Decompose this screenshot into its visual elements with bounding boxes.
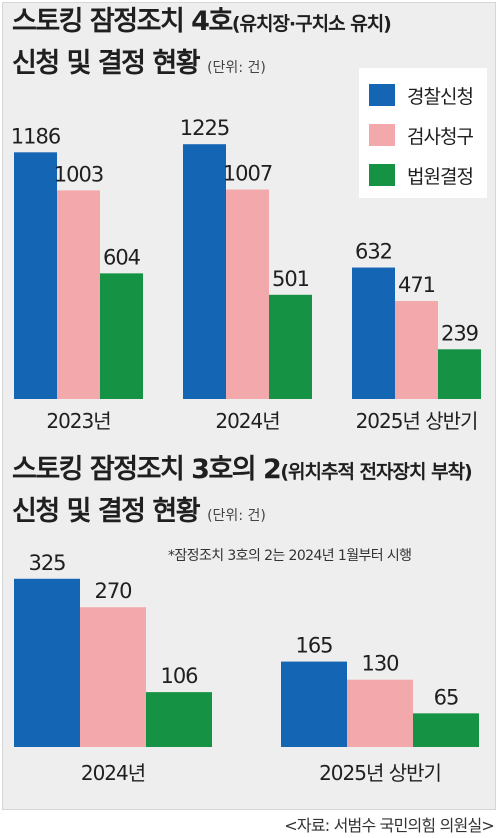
bar-c1-2024년-경찰신청 <box>183 144 226 399</box>
bar-c1-2023년-법원결정 <box>100 273 143 399</box>
bar-c1-2024년-검사청구 <box>226 189 269 399</box>
bar-c1-2025년 상반기-경찰신청 <box>352 267 395 399</box>
chart2-title-line2: 신청 및 결정 현황 <box>12 496 201 527</box>
category-label-c2-1: 2025년 상반기 <box>319 761 441 785</box>
bar-c2-2024년-검사청구 <box>80 607 146 747</box>
chart2-unit: (단위: 건) <box>207 508 266 524</box>
bar-c2-2024년-법원결정 <box>146 692 212 747</box>
source-credit: <자료: 서범수 국민의힘 의원실> <box>284 816 495 835</box>
chart2-subtitle: 신청 및 결정 현황 (단위: 건) <box>12 496 266 532</box>
data-label-c2-2024년-경찰신청: 325 <box>28 551 65 575</box>
data-label-c1-2024년-검사청구: 1007 <box>223 162 272 186</box>
bar-c2-2024년-경찰신청 <box>14 578 80 747</box>
chart2-title-main: 스토킹 잠정조치 3호의 2 <box>12 454 282 485</box>
data-label-c1-2025년 상반기-경찰신청: 632 <box>355 240 392 264</box>
chart2-note: *잠정조치 3호의 2는 2024년 1월부터 시행 <box>168 548 412 564</box>
legend-item-court: 법원결정 <box>369 164 474 188</box>
data-label-c1-2023년-법원결정: 604 <box>103 245 141 269</box>
legend-swatch-prosecution <box>369 124 395 146</box>
data-label-c1-2025년 상반기-검사청구: 471 <box>398 273 435 297</box>
legend-swatch-court <box>369 164 395 186</box>
legend-swatch-police <box>369 84 395 106</box>
data-label-c2-2024년-검사청구: 270 <box>94 579 131 603</box>
category-label-c1-1: 2024년 <box>215 409 279 433</box>
data-label-c1-2023년-검사청구: 1003 <box>54 162 103 186</box>
legend-label-police: 경찰신청 <box>407 85 474 108</box>
category-label-c1-0: 2023년 <box>46 409 110 433</box>
data-label-c2-2025년 상반기-법원결정: 65 <box>434 685 459 709</box>
chart1-subtitle: 신청 및 결정 현황 (단위: 건) <box>12 48 266 84</box>
data-label-c2-2024년-법원결정: 106 <box>160 664 198 688</box>
bar-c2-2025년 상반기-법원결정 <box>413 713 479 747</box>
bar-c2-2025년 상반기-경찰신청 <box>281 661 347 747</box>
bar-c1-2023년-경찰신청 <box>14 152 57 399</box>
data-label-c1-2024년-경찰신청: 1225 <box>180 116 229 140</box>
chart1-title-sub: (유치장·구치소 유치) <box>231 13 392 35</box>
chart1-title-main: 스토킹 잠정조치 4호 <box>12 6 233 37</box>
chart1-title: 스토킹 잠정조치 4호(유치장·구치소 유치) <box>12 6 392 40</box>
data-label-c1-2023년-경찰신청: 1186 <box>11 124 61 148</box>
bar-c1-2023년-검사청구 <box>57 190 100 399</box>
chart2-title: 스토킹 잠정조치 3호의 2(위치추적 전자장치 부착) <box>12 454 473 488</box>
bar-c2-2025년 상반기-검사청구 <box>347 679 413 747</box>
category-label-c2-0: 2024년 <box>81 761 145 785</box>
chart1-unit: (단위: 건) <box>207 60 266 76</box>
legend-label-prosecution: 검사청구 <box>407 125 474 148</box>
chart2-title-sub: (위치추적 전자장치 부착) <box>280 461 472 483</box>
bar-c1-2024년-법원결정 <box>269 294 312 399</box>
bar-c1-2025년 상반기-검사청구 <box>395 301 438 399</box>
chart1-title-line2: 신청 및 결정 현황 <box>12 48 201 79</box>
legend-label-court: 법원결정 <box>407 165 474 188</box>
legend: 경찰신청 검사청구 법원결정 <box>359 68 487 198</box>
data-label-c1-2025년 상반기-법원결정: 239 <box>441 321 478 345</box>
data-label-c2-2025년 상반기-경찰신청: 165 <box>295 634 332 658</box>
bar-c1-2025년 상반기-법원결정 <box>438 349 481 399</box>
category-label-c1-2: 2025년 상반기 <box>356 409 478 433</box>
data-label-c2-2025년 상반기-검사청구: 130 <box>361 652 398 676</box>
legend-item-prosecution: 검사청구 <box>369 124 474 148</box>
legend-item-police: 경찰신청 <box>369 84 474 108</box>
data-label-c1-2024년-법원결정: 501 <box>272 267 309 291</box>
